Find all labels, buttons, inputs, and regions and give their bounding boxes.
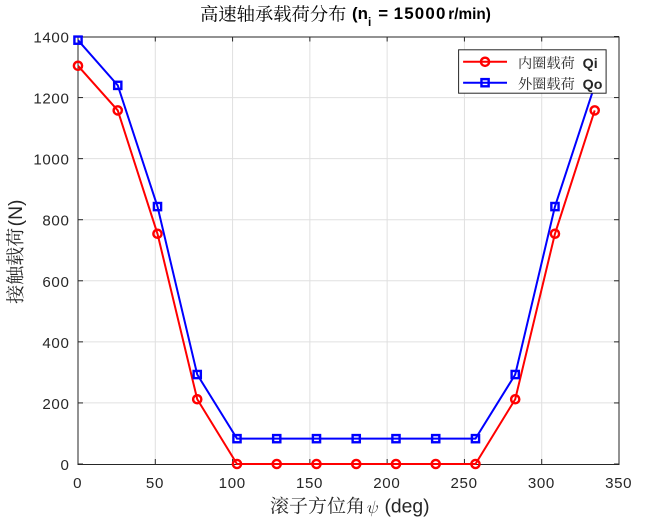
svg-text:250: 250 xyxy=(451,475,478,492)
svg-text:100: 100 xyxy=(219,475,246,492)
svg-text:400: 400 xyxy=(42,335,69,352)
svg-text:300: 300 xyxy=(528,475,555,492)
svg-text:(N): (N) xyxy=(6,200,27,227)
svg-text:0: 0 xyxy=(60,457,69,474)
svg-text:(n: (n xyxy=(352,4,368,23)
svg-text:350: 350 xyxy=(605,475,632,492)
svg-text:150: 150 xyxy=(296,475,323,492)
svg-text:(deg): (deg) xyxy=(385,497,430,518)
svg-text:800: 800 xyxy=(42,213,69,230)
svg-text:Qi: Qi xyxy=(575,56,598,72)
svg-text:50: 50 xyxy=(146,475,164,492)
svg-text:1400: 1400 xyxy=(33,30,69,47)
svg-text:200: 200 xyxy=(42,396,69,413)
svg-text:r/min): r/min) xyxy=(448,6,491,23)
svg-text:200: 200 xyxy=(373,475,400,492)
svg-text:i: i xyxy=(368,15,371,29)
svg-text:0: 0 xyxy=(73,475,82,492)
svg-text:600: 600 xyxy=(42,274,69,291)
svg-text:1200: 1200 xyxy=(33,91,69,108)
svg-text:Qo: Qo xyxy=(575,77,603,93)
svg-text:1000: 1000 xyxy=(33,152,69,169)
svg-text:15000: 15000 xyxy=(394,4,447,23)
svg-text:=: = xyxy=(378,4,388,23)
